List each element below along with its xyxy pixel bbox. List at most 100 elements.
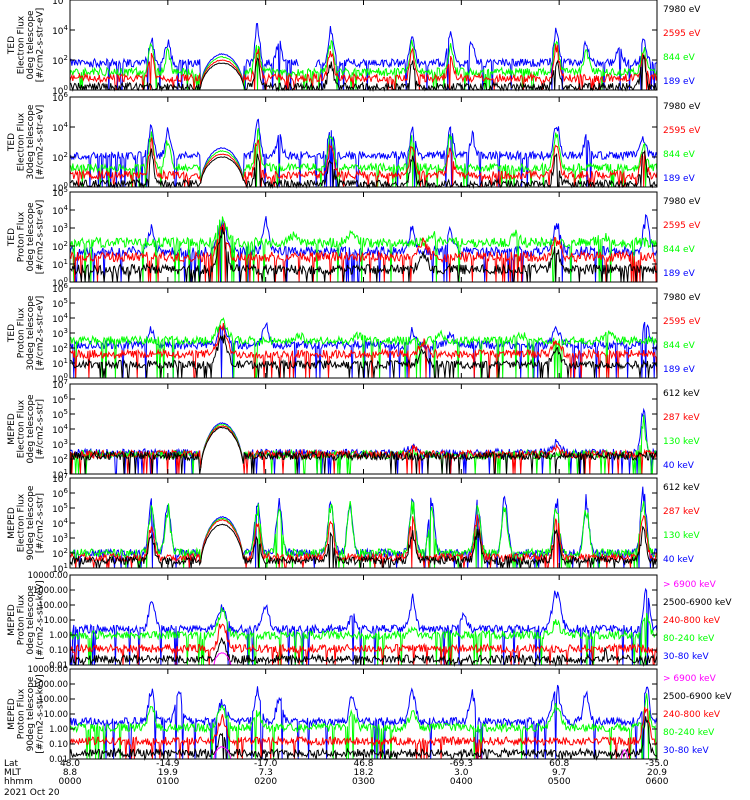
y-axis-label: MEPED xyxy=(7,413,17,445)
x-tick-label-lat: -69.3 xyxy=(450,759,473,769)
series-line-red xyxy=(69,706,658,760)
y-tick-label: 10.00 xyxy=(44,616,68,626)
y-tick-label: 104 xyxy=(52,312,68,325)
x-tick-label-lat: 46.8 xyxy=(353,759,373,769)
panel-5: 101 102 103 104 105 106 107 MEPED Electron Flux 0… xyxy=(7,378,700,481)
series-line-red xyxy=(69,323,658,379)
y-tick-label: 0.01 xyxy=(49,661,68,671)
y-tick-label: 102 xyxy=(52,547,68,560)
series-line-green xyxy=(69,414,658,475)
y-tick-label: 10000.00 xyxy=(27,571,68,581)
y-axis-label: 90deg telescope xyxy=(26,676,36,751)
y-axis-label: [#/cm2-s-str-keV] xyxy=(36,674,46,753)
x-tick-label-hhmm: 0300 xyxy=(352,777,375,787)
panel-4: 100 101 102 103 104 105 106 TED Proton Flux 30deg… xyxy=(7,282,701,385)
legend-entry: 130 keV xyxy=(663,437,700,447)
x-tick-label-lat: 48.0 xyxy=(60,759,80,769)
y-tick-label: 102 xyxy=(52,151,68,164)
y-axis-label: 0deg telescope xyxy=(26,10,36,80)
y-tick-label: 100 xyxy=(52,372,68,385)
x-axis-row-label: Lat xyxy=(4,759,19,769)
y-tick-label: 100 xyxy=(52,276,68,289)
y-tick-label: 106 xyxy=(52,91,68,104)
legend-entry: 240-800 keV xyxy=(663,616,721,626)
series-line-blue xyxy=(69,214,658,283)
x-tick-label-hhmm: 0400 xyxy=(450,777,473,787)
legend-entry: 7980 eV xyxy=(663,293,701,303)
legend-entry: 2500-6900 keV xyxy=(663,692,732,702)
x-tick-label-hhmm: 0000 xyxy=(59,777,82,787)
x-tick-label-lat: -17.0 xyxy=(254,759,278,769)
series-line-blue xyxy=(69,118,658,188)
x-axis-row-label: hhmm xyxy=(4,777,33,787)
y-tick-label: 101 xyxy=(52,468,68,481)
y-tick-label: 102 xyxy=(52,54,68,67)
legend-entry: 2595 eV xyxy=(663,221,701,231)
legend-entry: 40 keV xyxy=(663,555,695,565)
y-axis-label: 0deg telescope xyxy=(26,585,36,655)
y-tick-label: 103 xyxy=(52,438,68,451)
legend-entry: 612 keV xyxy=(663,483,700,493)
y-tick-label: 104 xyxy=(52,423,68,436)
series-line-red xyxy=(69,44,658,91)
panel-8: 0.01 0.10 1.00 10.00 100.00 1000.00 10000.00 ME… xyxy=(7,665,732,765)
legend-entry: 2595 eV xyxy=(663,126,701,136)
series-line-green xyxy=(69,128,658,188)
x-tick-label-hhmm: 0500 xyxy=(548,777,571,787)
y-tick-label: 0.10 xyxy=(49,740,68,750)
legend-entry: 844 eV xyxy=(663,245,696,255)
y-axis-label: Proton Flux xyxy=(17,307,27,358)
panel-6: 101 102 103 104 105 106 107 MEPED Electron Flux 9… xyxy=(7,472,700,575)
x-tick-label-lat: -35.0 xyxy=(645,759,669,769)
series-line-blue xyxy=(69,23,658,91)
y-axis-label: [#/cm2-s-str-eV] xyxy=(36,200,46,275)
x-tick-label-mlt: 3.0 xyxy=(454,768,469,778)
y-tick-label: 104 xyxy=(52,204,68,217)
legend-entry: 80-240 keV xyxy=(663,728,715,738)
legend-entry: 40 keV xyxy=(663,461,695,471)
y-tick-label: 101 xyxy=(52,562,68,575)
legend-entry: 2595 eV xyxy=(663,29,701,39)
y-tick-label: 101 xyxy=(52,258,68,271)
panel-2: 100 102 104 106 TED Electron Flux 30deg telesc… xyxy=(7,91,701,194)
y-axis-label: TED xyxy=(7,133,17,152)
y-axis-label: Proton Flux xyxy=(17,688,27,739)
y-axis-label: TED xyxy=(7,228,17,247)
y-tick-label: 0.10 xyxy=(49,646,68,656)
y-tick-label: 106 xyxy=(52,393,68,406)
series-line-red xyxy=(69,137,658,188)
panel-7: 0.01 0.10 1.00 10.00 100.00 1000.00 10000.00 ME… xyxy=(7,571,732,671)
y-tick-label: 106 xyxy=(52,282,68,295)
y-axis-label: [#/cm2-s-str] xyxy=(36,399,46,459)
series-line-green xyxy=(69,693,657,760)
legend-entry: 189 eV xyxy=(663,269,696,279)
y-tick-label: 100 xyxy=(52,181,68,194)
y-tick-label: 10.00 xyxy=(44,710,68,720)
series-line-red xyxy=(69,222,658,283)
x-tick-label-mlt: 18.2 xyxy=(353,768,373,778)
x-tick-label-mlt: 7.3 xyxy=(259,768,273,778)
legend-entry: 240-800 keV xyxy=(663,710,721,720)
y-tick-label: 104 xyxy=(52,517,68,530)
y-axis-label: [#/cm2-s-str-keV] xyxy=(36,580,46,659)
y-tick-label: 106 xyxy=(52,487,68,500)
x-tick-label-mlt: 9.7 xyxy=(552,768,566,778)
y-axis-label: Electron Flux xyxy=(17,493,27,552)
y-tick-label: 106 xyxy=(52,0,68,7)
series-line-blue xyxy=(69,587,658,666)
legend-entry: 844 eV xyxy=(663,341,696,351)
legend-entry: > 6900 keV xyxy=(663,580,717,590)
legend-entry: 7980 eV xyxy=(663,5,701,15)
legend-entry: > 6900 keV xyxy=(663,674,717,684)
series-line-black xyxy=(69,523,658,569)
y-tick-label: 1000.00 xyxy=(33,680,68,690)
y-tick-label: 1.00 xyxy=(49,725,68,735)
x-tick-label-mlt: 8.8 xyxy=(63,768,78,778)
y-tick-label: 1.00 xyxy=(49,631,68,641)
legend-entry: 189 eV xyxy=(663,365,696,375)
legend-entry: 7980 eV xyxy=(663,197,701,207)
legend-entry: 2500-6900 keV xyxy=(663,598,732,608)
y-axis-label: 0deg telescope xyxy=(26,202,36,272)
